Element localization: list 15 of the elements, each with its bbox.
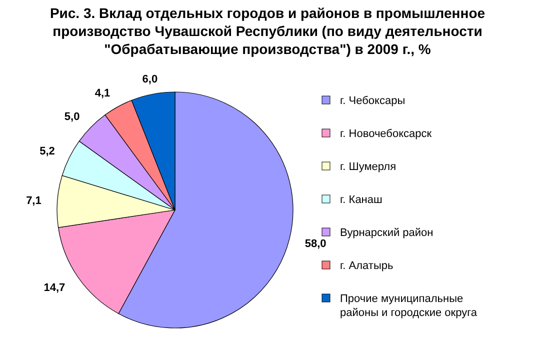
data-label: 6,0 — [142, 73, 158, 86]
legend-label: г. Канаш — [340, 194, 382, 206]
data-label: 4,1 — [94, 88, 110, 100]
legend-label: г. Шумерля — [340, 161, 396, 173]
legend-label: г. Новочебоксарск — [340, 128, 432, 140]
data-label: 14,7 — [44, 282, 66, 294]
data-label: 58,0 — [304, 238, 326, 250]
legend-label: г. Алатырь — [340, 260, 394, 272]
legend-label: Вурнарский район — [340, 227, 434, 239]
data-label: 5,2 — [40, 146, 55, 158]
chart-title: Рис. 3. Вклад отдельных городов и районов в промышленное производство Чувашской Республики (по виду деятельности "Обрабатывающие производства") в 2009 г., % — [50, 5, 486, 57]
legend-label: г. Чебоксары — [340, 95, 406, 107]
legend-label: Прочие муниципальные районы и городские округа — [340, 293, 478, 319]
data-label: 5,0 — [64, 110, 80, 123]
data-label: 7,1 — [26, 195, 42, 208]
